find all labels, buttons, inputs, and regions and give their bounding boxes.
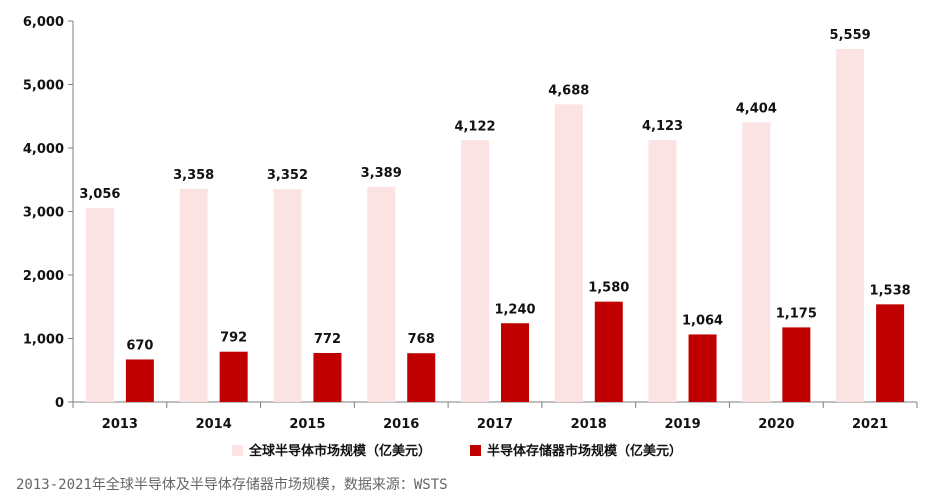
- x-tick-label: 2014: [196, 417, 232, 432]
- data-label: 5,559: [830, 28, 871, 43]
- x-tick-label: 2016: [383, 417, 419, 432]
- bar: [688, 334, 717, 402]
- bar: [554, 104, 583, 402]
- y-tick-label: 6,000: [23, 15, 64, 30]
- bar: [782, 327, 811, 402]
- y-tick-label: 2,000: [23, 269, 64, 284]
- bar: [836, 49, 865, 402]
- bar: [219, 351, 248, 402]
- bar: [648, 140, 677, 402]
- bar: [125, 359, 154, 402]
- data-label: 1,538: [870, 283, 911, 298]
- y-tick-label: 1,000: [23, 333, 64, 348]
- data-label: 792: [220, 331, 247, 346]
- y-tick-label: 0: [55, 396, 64, 411]
- data-labels-group: 3,056 3,358 3,352 3,389 4,122 4,688 4,123 4,404…: [79, 28, 910, 353]
- x-tick-label: 2017: [477, 417, 513, 432]
- data-label: 772: [314, 332, 341, 347]
- data-label: 4,122: [454, 119, 495, 134]
- bar: [742, 122, 771, 402]
- y-tick-label: 5,000: [23, 79, 64, 94]
- legend: 全球半导体市场规模（亿美元） 半导体存储器市场规模（亿美元）: [232, 443, 682, 459]
- data-label: 670: [126, 338, 153, 353]
- data-label: 1,580: [588, 281, 629, 296]
- bar: [85, 207, 114, 402]
- x-axis-ticks: 2013 2014 2015 2016 2017 2018 2019 2020 2021: [72, 402, 918, 432]
- caption: 2013-2021年全球半导体及半导体存储器市场规模，数据来源：WSTS: [16, 477, 448, 493]
- bar: [876, 304, 905, 402]
- bar: [273, 189, 302, 402]
- data-label: 768: [408, 332, 435, 347]
- y-tick-label: 3,000: [23, 206, 64, 221]
- bar: [179, 188, 208, 402]
- bar: [501, 323, 529, 402]
- y-axis-ticks: 0 1,000 2,000 3,000 4,000 5,000 6,000: [23, 15, 73, 411]
- data-label: 1,240: [494, 302, 535, 317]
- x-tick-label: 2013: [102, 417, 138, 432]
- legend-swatch: [232, 445, 243, 456]
- bar: [313, 352, 342, 402]
- data-label: 4,688: [548, 83, 589, 98]
- x-tick-label: 2018: [571, 417, 607, 432]
- data-label: 3,358: [173, 168, 214, 183]
- data-label: 4,404: [736, 101, 777, 116]
- legend-label: 半导体存储器市场规模（亿美元）: [487, 443, 682, 459]
- x-tick-label: 2015: [289, 417, 325, 432]
- x-tick-label: 2019: [664, 417, 700, 432]
- x-tick-label: 2021: [852, 417, 888, 432]
- data-label: 1,064: [682, 313, 723, 328]
- data-label: 3,352: [267, 168, 308, 183]
- x-tick-label: 2020: [758, 417, 794, 432]
- data-label: 1,175: [776, 306, 817, 321]
- legend-swatch: [470, 445, 481, 456]
- data-label: 4,123: [642, 119, 683, 134]
- bar: [407, 353, 436, 402]
- bars-group: [85, 49, 905, 403]
- legend-label: 全球半导体市场规模（亿美元）: [248, 443, 431, 459]
- bar: [594, 301, 623, 402]
- bar: [461, 140, 489, 403]
- data-label: 3,056: [79, 187, 120, 202]
- bar: [367, 186, 396, 402]
- y-tick-label: 4,000: [23, 142, 64, 157]
- data-label: 3,389: [361, 166, 402, 181]
